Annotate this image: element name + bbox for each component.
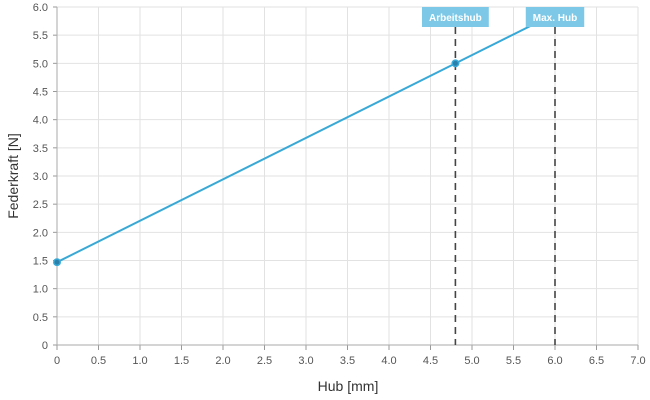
- y-tick-label: 3.0: [33, 171, 48, 183]
- x-tick-label: 3.5: [340, 355, 355, 367]
- x-tick-label: 4.0: [381, 355, 396, 367]
- x-tick-label: 4.5: [423, 355, 438, 367]
- y-tick-label: 5.0: [33, 58, 48, 70]
- x-tick-label: 0: [54, 355, 60, 367]
- annotation-label-text: Max. Hub: [533, 13, 577, 24]
- annotation-label: Arbeitshub: [422, 7, 489, 27]
- y-tick-label: 1.0: [33, 284, 48, 296]
- axes: [53, 6, 639, 350]
- x-tick-label: 6.5: [589, 355, 604, 367]
- annotation-label: Max. Hub: [525, 7, 585, 27]
- annotation-lines: [454, 15, 556, 345]
- y-axis-title: Federkraft [N]: [5, 133, 21, 219]
- y-tick-label: 5.5: [33, 30, 48, 42]
- y-tick-label: 3.5: [33, 143, 48, 155]
- annotation-label-bg: [422, 7, 489, 27]
- tick-labels: 0 0.5 1.0 1.5 2.0 2.5 3.0 3.5 4.0 4.5 5.0 5.5 6.0 0 0.…: [33, 2, 646, 367]
- x-tick-label: 3.0: [298, 355, 313, 367]
- x-tick-label: 1.5: [174, 355, 189, 367]
- grid: [56, 6, 639, 346]
- x-tick-label: 2.0: [215, 355, 230, 367]
- x-axis-title: Hub [mm]: [318, 378, 379, 394]
- x-tick-label: 7.0: [630, 355, 645, 367]
- annotation-label-bg: [525, 7, 585, 27]
- y-tick-label: 6.0: [33, 2, 48, 14]
- y-tick-label: 0.5: [33, 312, 48, 324]
- annotation-labels: Arbeitshub Max. Hub: [422, 7, 585, 27]
- y-tick-label: 2.0: [33, 227, 48, 239]
- x-tick-label: 2.5: [257, 355, 272, 367]
- data-point[interactable]: [451, 59, 460, 68]
- x-tick-label: 0.5: [91, 355, 106, 367]
- y-tick-label: 4.0: [33, 115, 48, 127]
- y-tick-label: 0: [42, 340, 48, 352]
- y-tick-label: 1.5: [33, 256, 48, 268]
- data-point[interactable]: [53, 258, 61, 267]
- x-tick-label: 5.0: [464, 355, 479, 367]
- annotation-label-text: Arbeitshub: [429, 13, 482, 24]
- x-tick-label: 6.0: [547, 355, 562, 367]
- y-tick-label: 2.5: [33, 199, 48, 211]
- x-tick-label: 1.0: [132, 355, 147, 367]
- y-tick-label: 4.5: [33, 87, 48, 99]
- x-tick-label: 5.5: [506, 355, 521, 367]
